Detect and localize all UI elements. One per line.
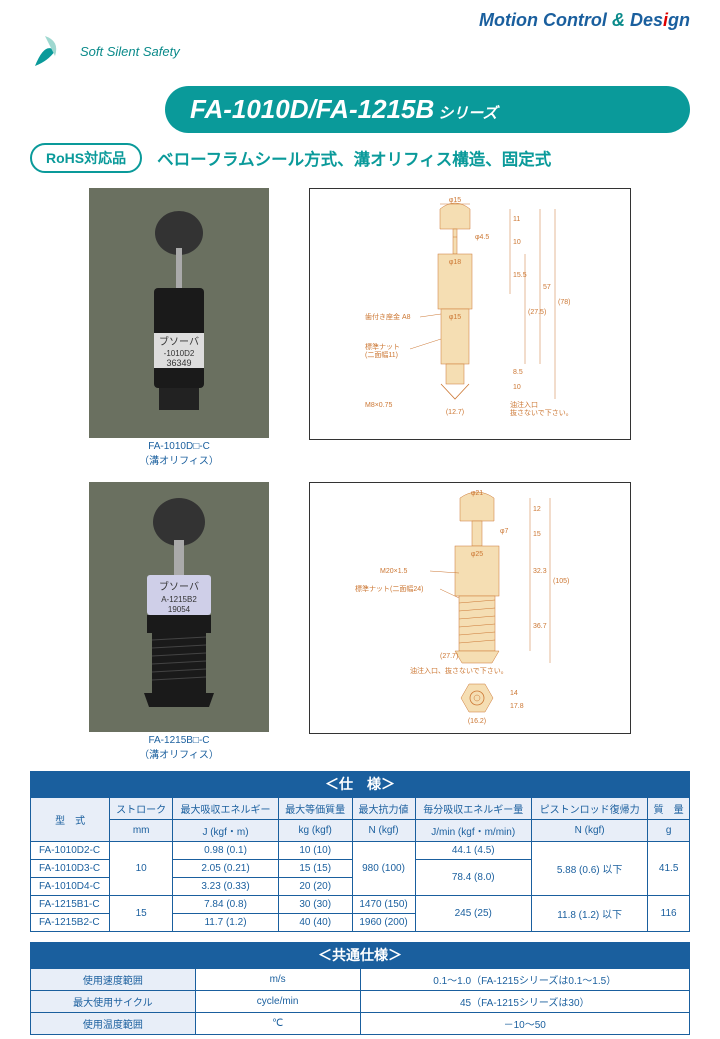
subtitle-row: RoHS対応品 ベローフラムシール方式、溝オリフィス構造、固定式 bbox=[0, 143, 720, 173]
svg-text:油注入口、抜さないで下さい。: 油注入口、抜さないで下さい。 bbox=[410, 666, 508, 675]
svg-text:歯付き座金 A8: 歯付き座金 A8 bbox=[365, 312, 411, 321]
product-photo-2: ブソーバ A-1215B2 19054 bbox=[89, 482, 269, 732]
title-suffix: シリーズ bbox=[438, 102, 497, 123]
svg-text:17.8: 17.8 bbox=[510, 703, 524, 710]
svg-text:φ4.5: φ4.5 bbox=[475, 234, 489, 241]
common-title: ＜共通仕様＞ bbox=[30, 942, 690, 968]
table-row: 使用温度範囲 ℃ －10～50 bbox=[31, 1013, 690, 1035]
svg-text:φ21: φ21 bbox=[471, 490, 483, 497]
svg-text:標準ナット: 標準ナット bbox=[365, 342, 400, 351]
th-model: 型 式 bbox=[31, 798, 110, 842]
photo1-caption: FA-1010D□-C （溝オリフィス） bbox=[89, 441, 269, 467]
svg-text:19054: 19054 bbox=[168, 605, 191, 614]
th-stroke: ストローク bbox=[110, 798, 173, 820]
table-row: FA-1010D2-C 10 0.98 (0.1) 10 (10) 980 (1… bbox=[31, 842, 690, 860]
svg-text:8.5: 8.5 bbox=[513, 369, 523, 376]
diagram2-container: φ21 φ7 φ25 12 15 32.3 36.7 (105) M20×1.5… bbox=[309, 482, 631, 761]
svg-text:15: 15 bbox=[533, 531, 541, 538]
photo2-container: ブソーバ A-1215B2 19054 FA-1215B□-C （溝オ bbox=[89, 482, 269, 761]
svg-text:(二面幅11): (二面幅11) bbox=[365, 350, 398, 359]
brand-des-post: gn bbox=[668, 10, 690, 30]
svg-text:15.5: 15.5 bbox=[513, 272, 527, 279]
svg-text:10: 10 bbox=[513, 239, 521, 246]
common-table: 使用速度範囲 m/s 0.1～1.0（FA-1215シリーズは0.1～1.5） … bbox=[30, 968, 690, 1035]
table-row: 最大使用サイクル cycle/min 45（FA-1215シリーズは30） bbox=[31, 991, 690, 1013]
title-main: FA-1010D/FA-1215B bbox=[190, 94, 434, 125]
svg-text:M8×0.75: M8×0.75 bbox=[365, 402, 393, 409]
brand-des-pre: Des bbox=[630, 10, 663, 30]
svg-text:(27.5): (27.5) bbox=[528, 309, 546, 316]
subtitle: ベローフラムシール方式、溝オリフィス構造、固定式 bbox=[157, 146, 551, 170]
spec-title: ＜仕 様＞ bbox=[30, 771, 690, 797]
svg-text:(27.7): (27.7) bbox=[440, 653, 458, 660]
photo2-caption: FA-1215B□-C （溝オリフィス） bbox=[89, 735, 269, 761]
svg-text:ブソーバ: ブソーバ bbox=[159, 335, 199, 348]
brand-motion: Motion Control bbox=[479, 10, 607, 30]
table-row: FA-1215B1-C 15 7.84 (0.8) 30 (30) 1470 (… bbox=[31, 896, 690, 914]
svg-text:32.3: 32.3 bbox=[533, 568, 547, 575]
svg-text:(105): (105) bbox=[553, 578, 569, 585]
tech-diagram-2: φ21 φ7 φ25 12 15 32.3 36.7 (105) M20×1.5… bbox=[309, 482, 631, 734]
diagram1-container: φ15 φ4.5 φ18 φ15 11 10 15.5 (27.5) 57 (7… bbox=[309, 188, 631, 467]
svg-text:φ15: φ15 bbox=[449, 197, 461, 204]
svg-text:φ18: φ18 bbox=[449, 259, 461, 266]
th-rate: 毎分吸収エネルギー量 bbox=[415, 798, 531, 820]
svg-text:11: 11 bbox=[513, 216, 520, 223]
svg-text:標準ナット(二面幅24): 標準ナット(二面幅24) bbox=[355, 584, 423, 593]
photo1-container: ブソーバ -1010D2 36349 FA-1010D□-C （溝オリフィス） bbox=[89, 188, 269, 467]
th-return: ピストンロッド復帰力 bbox=[531, 798, 647, 820]
logo-icon bbox=[20, 21, 80, 81]
svg-text:φ25: φ25 bbox=[471, 551, 483, 558]
svg-text:(12.7): (12.7) bbox=[446, 409, 464, 416]
svg-text:A-1215B2: A-1215B2 bbox=[161, 595, 197, 604]
tech-diagram-1: φ15 φ4.5 φ18 φ15 11 10 15.5 (27.5) 57 (7… bbox=[309, 188, 631, 440]
svg-text:14: 14 bbox=[510, 690, 518, 697]
svg-text:油注入口: 油注入口 bbox=[510, 400, 538, 409]
svg-text:57: 57 bbox=[543, 284, 551, 291]
svg-text:抜さないで下さい。: 抜さないで下さい。 bbox=[510, 408, 573, 417]
svg-text:M20×1.5: M20×1.5 bbox=[380, 568, 408, 575]
figure-row-2: ブソーバ A-1215B2 19054 FA-1215B□-C （溝オ bbox=[0, 482, 720, 761]
table-row: 使用速度範囲 m/s 0.1～1.0（FA-1215シリーズは0.1～1.5） bbox=[31, 969, 690, 991]
brand-amp: & bbox=[607, 10, 630, 30]
logo-text: Soft Silent Safety bbox=[80, 44, 180, 59]
th-drag: 最大抗力値 bbox=[352, 798, 415, 820]
svg-text:ブソーバ: ブソーバ bbox=[159, 580, 199, 593]
title-bar: FA-1010D/FA-1215B シリーズ bbox=[165, 86, 690, 133]
svg-text:(16.2): (16.2) bbox=[468, 718, 486, 725]
svg-text:φ15: φ15 bbox=[449, 314, 461, 321]
rohs-badge: RoHS対応品 bbox=[30, 143, 142, 173]
th-energy: 最大吸収エネルギー bbox=[173, 798, 279, 820]
spec-table: 型 式 ストローク 最大吸収エネルギー 最大等価質量 最大抗力値 毎分吸収エネル… bbox=[30, 797, 690, 932]
svg-text:φ7: φ7 bbox=[500, 528, 509, 535]
svg-text:36.7: 36.7 bbox=[533, 623, 547, 630]
svg-text:10: 10 bbox=[513, 384, 521, 391]
th-mass: 最大等価質量 bbox=[278, 798, 352, 820]
svg-text:36349: 36349 bbox=[166, 358, 191, 368]
svg-text:12: 12 bbox=[533, 506, 541, 513]
product-photo-1: ブソーバ -1010D2 36349 bbox=[89, 188, 269, 438]
svg-text:(78): (78) bbox=[558, 299, 570, 306]
figure-row-1: ブソーバ -1010D2 36349 FA-1010D□-C （溝オリフィス） bbox=[0, 188, 720, 467]
svg-text:-1010D2: -1010D2 bbox=[164, 349, 195, 358]
th-weight: 質 量 bbox=[648, 798, 690, 820]
